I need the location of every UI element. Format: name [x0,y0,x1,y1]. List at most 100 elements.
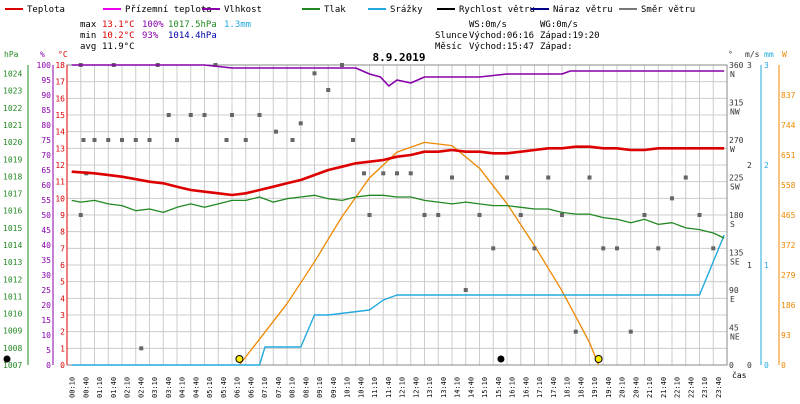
tick-label-temp: 3 [60,311,65,320]
tick-label-ms: 1 [747,261,752,270]
sun-marker [594,355,603,363]
tick-label-compass: SE [730,258,740,267]
tick-label-compass: N [730,70,735,79]
x-tick-label: 06:40 [247,377,255,398]
x-axis: 00:10 00:40 01:10 01:40 02:10 02:40 03:10 03:40… [69,377,723,398]
wind-dir-point [290,138,295,142]
tick-label-ms: 3 [747,61,752,70]
tick-label-hpa: 1020 [3,138,22,147]
tick-label-temp: 10 [55,194,65,203]
legend-label-wind-dir: Směr větru [641,5,695,15]
x-tick-label: 08:40 [302,377,310,398]
tick-label-mm: 0 [764,361,769,370]
unit-deg: ° [728,50,733,59]
wind-dir-point [340,63,344,67]
x-tick-label: 19:10 [591,377,599,398]
tick-label-pct: 5 [46,346,51,355]
wind-dir-point [615,246,619,251]
axis-unit-headers: hPa % °C ° m/s mm W [4,50,787,59]
tick-label-hpa: 1016 [3,207,22,216]
wind-dir-point [711,246,716,251]
stat-rain: 1.3mm [224,20,251,30]
tick-label-dir: 315 [729,99,744,108]
x-tick-label: 07:40 [275,377,283,398]
x-tick-label: 09:40 [330,377,338,398]
unit-mm: mm [764,50,774,59]
tick-label-pct: 35 [41,256,51,265]
markers [3,355,603,363]
tick-label-hpa: 1011 [3,292,22,301]
x-axis-title: čas [732,370,747,380]
x-tick-label: 05:40 [220,377,228,398]
wind-dir-point [436,213,441,217]
legend-label-ground-temp: Přízemní teplota [125,5,212,15]
x-tick-label: 03:40 [165,377,173,398]
unit-w: W [782,50,787,59]
wind-dir-point [381,171,386,176]
wind-dir-point [408,171,413,176]
tick-label-temp: 18 [55,61,65,70]
wind-dir-point [505,175,509,180]
series-line-srážky [71,234,725,366]
tick-label-w: 93 [781,331,791,340]
wind-dir-point [367,213,372,217]
x-tick-label: 17:10 [536,377,544,398]
tick-label-ms: 2 [747,161,752,170]
stat-avg-label: avg [80,42,96,52]
tick-label-temp: 9 [60,211,65,220]
wind-dir-point [166,113,171,117]
wind-dir-point [628,329,633,334]
astro-info: WS:0m/s WG:0m/s Slunce Východ:06:16 Zápa… [435,20,600,52]
tick-label-pct: 45 [41,226,51,235]
wind-dir-point [188,113,193,117]
tick-label-pct: 90 [41,91,51,100]
x-tick-label: 18:40 [577,377,585,398]
tick-label-hpa: 1009 [3,327,22,336]
wind-dir-point [312,71,317,76]
sun-marker [235,355,244,363]
x-tick-label: 12:40 [412,377,420,398]
x-tick-label: 09:10 [316,377,324,398]
tick-label-w: 465 [781,211,796,220]
moon-set: Západ: [540,42,573,52]
legend-item-wind-dir: Směr větru [619,5,695,15]
legend-item-rain: Srážky [368,5,423,15]
x-tick-label: 01:40 [110,377,118,398]
tick-label-hpa: 1007 [3,361,22,370]
wind-ws: WS:0m/s [469,20,507,30]
x-tick-label: 07:10 [261,377,269,398]
wind-dir-point [147,138,152,142]
tick-label-w: 279 [781,271,796,280]
legend-label-rain: Srážky [390,5,423,15]
wind-dir-point [422,213,427,217]
tick-label-hpa: 1018 [3,172,22,181]
tick-label-temp: 12 [55,161,65,170]
tick-label-hpa: 1013 [3,258,22,267]
tick-label-pct: 55 [41,196,51,205]
wind-dir-point [532,246,537,251]
tick-label-pct: 10 [41,331,51,340]
x-tick-label: 22:40 [687,377,695,398]
tick-label-w: 837 [781,91,796,100]
grid [66,64,728,366]
x-tick-label: 21:40 [660,377,668,398]
tick-label-hpa: 1023 [3,87,22,96]
stats-block: max 13.1°C 100% 1017.5hPa 1.3mm min 10.2… [80,20,251,52]
tick-label-compass: SW [730,183,740,192]
wind-dir-point [656,246,661,251]
tick-label-temp: 5 [60,278,65,287]
wind-dir-point [395,171,399,176]
tick-label-temp: 2 [60,328,65,337]
tick-label-pct: 25 [41,286,51,295]
x-tick-label: 17:40 [550,377,558,398]
tick-label-pct: 20 [41,301,51,310]
tick-label-compass: S [730,220,735,229]
tick-label-pct: 0 [46,361,51,370]
tick-label-pct: 30 [41,271,51,280]
tick-label-w: 186 [781,301,796,310]
legend-item-humidity: Vlhkost [202,5,262,15]
tick-label-hpa: 1008 [3,344,22,353]
tick-label-w: 372 [781,241,796,250]
